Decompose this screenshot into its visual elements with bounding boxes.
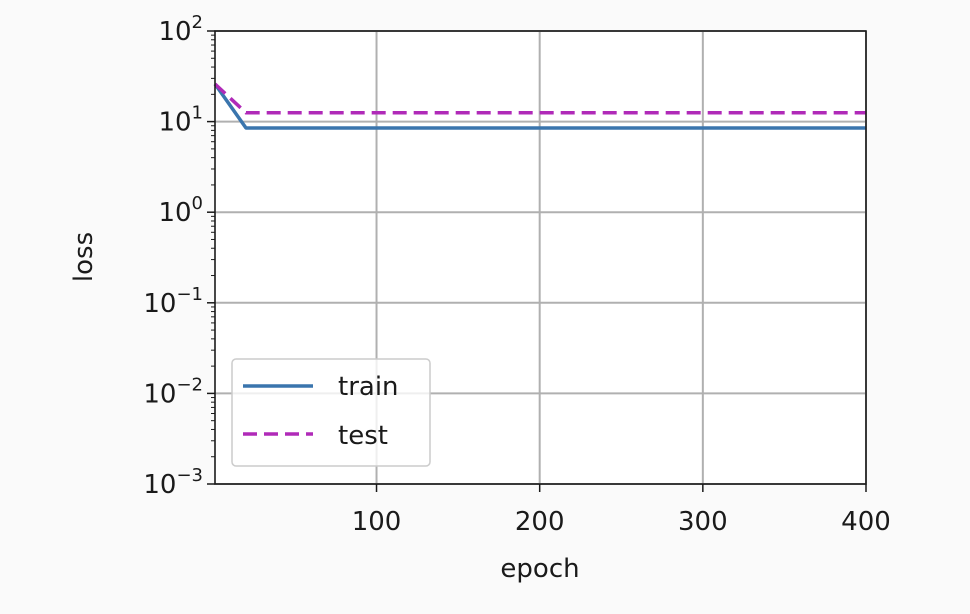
legend-box [231,358,431,467]
x-axis-label: epoch [500,554,579,584]
ticks: 100 200 300 400 10−3 10−2 10−1 100 101 102 [143,12,890,537]
y-tick-label: 10−2 [143,374,203,409]
axes-frame [214,30,867,485]
legend-label-test: test [338,421,388,451]
x-tick-label: 200 [515,507,565,537]
legend: train test [231,358,431,467]
y-tick-label: 102 [158,12,203,47]
y-axis-label: loss [69,232,99,282]
y-tick-label: 10−1 [143,284,203,319]
y-tick-label: 100 [158,193,203,228]
y-tick-label: 101 [158,103,203,138]
y-tick-label: 10−3 [143,465,203,500]
legend-label-train: train [338,372,399,402]
x-tick-label: 100 [352,507,402,537]
axes [214,30,867,485]
x-tick-label: 400 [841,507,891,537]
series-line-test [213,82,866,115]
x-tick-label: 300 [678,507,728,537]
series-line-train [213,82,866,130]
series-group [213,82,866,130]
